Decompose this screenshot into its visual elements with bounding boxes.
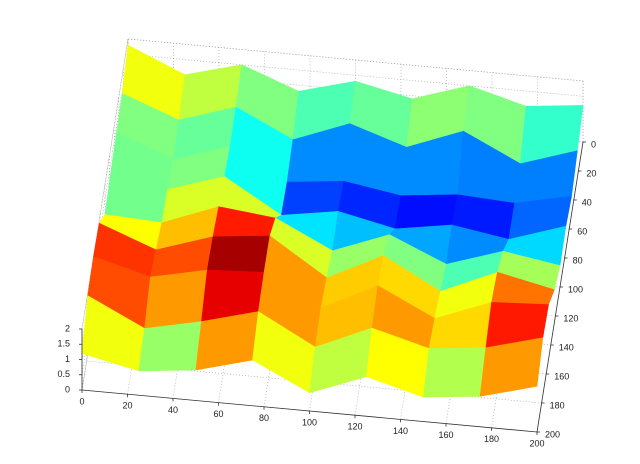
- y-tick-label: 60: [577, 226, 587, 236]
- x-tick-label: 20: [122, 401, 132, 411]
- x-tick-label: 140: [393, 426, 408, 436]
- y-tick-label: 140: [559, 342, 574, 352]
- surface-patch: [281, 180, 345, 216]
- surface-patch: [479, 337, 544, 397]
- surface-patch: [422, 347, 487, 398]
- y-tick-label: 180: [550, 400, 565, 410]
- x-tick-label: 60: [213, 409, 223, 419]
- z-tick-label: 0: [65, 384, 70, 394]
- y-tick-label: 0: [591, 139, 596, 149]
- x-tick-label: 40: [168, 405, 178, 415]
- surface-patch: [138, 321, 202, 372]
- surface-patch: [144, 269, 208, 329]
- y-tick-label: 120: [563, 313, 578, 323]
- x-tick-label: 160: [438, 430, 453, 440]
- x-tick-label: 80: [259, 413, 269, 423]
- grid-line: [86, 300, 542, 404]
- box-edge: [81, 38, 129, 330]
- y-tick-label: 40: [582, 197, 592, 207]
- x-tick-label: 200: [529, 438, 544, 448]
- y-tick-label: 20: [586, 168, 596, 178]
- x-tick-label: 180: [484, 434, 499, 444]
- z-tick-label: 0.5: [57, 369, 70, 379]
- y-tick-label: 100: [568, 284, 583, 294]
- x-tick-label: 0: [79, 396, 84, 406]
- x-tick-label: 120: [347, 422, 362, 432]
- z-tick-label: 1: [65, 354, 70, 364]
- x-tick-label: 100: [302, 417, 317, 427]
- y-tick-label: 80: [573, 255, 583, 265]
- z-tick-label: 1.5: [57, 339, 70, 349]
- z-tick-label: 2: [65, 323, 70, 333]
- y-tick-label: 160: [554, 371, 569, 381]
- surface-patch: [206, 235, 271, 273]
- y-tick-label: 200: [545, 429, 560, 439]
- surface-patch: [394, 194, 459, 230]
